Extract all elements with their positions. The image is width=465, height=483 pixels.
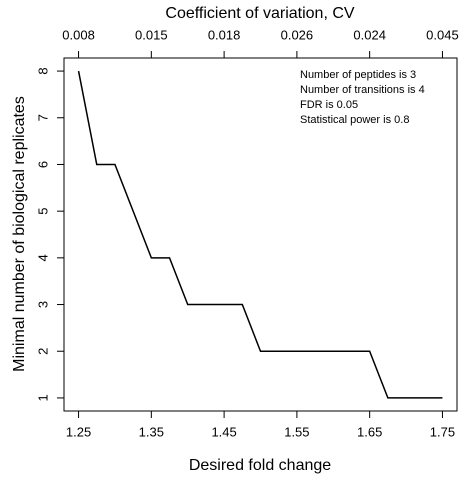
x-tick-label: 1.35 xyxy=(139,424,164,439)
y-tick-label: 6 xyxy=(35,161,50,168)
data-line xyxy=(77,70,443,399)
x-tick-label: 1.55 xyxy=(284,424,309,439)
y-tick-label: 2 xyxy=(35,348,50,355)
annotation: FDR is 0.05 xyxy=(300,99,358,111)
x-tick-label: 1.45 xyxy=(211,424,236,439)
y-tick-label: 4 xyxy=(35,254,50,261)
x2-tick-label: 0.026 xyxy=(281,27,314,42)
annotation: Number of transitions is 4 xyxy=(300,84,425,96)
annotation: Statistical power is 0.8 xyxy=(300,114,409,126)
y-tick-label: 5 xyxy=(35,208,50,215)
x-axis-label: Desired fold change xyxy=(189,457,331,474)
x-tick-label: 1.75 xyxy=(430,424,455,439)
y-tick-label: 8 xyxy=(35,67,50,74)
x2-axis-label: Coefficient of variation, CV xyxy=(165,5,354,22)
y-tick-label: 7 xyxy=(35,114,50,121)
x-tick-label: 1.25 xyxy=(66,424,91,439)
plot-frame xyxy=(63,57,458,412)
x2-tick-label: 0.015 xyxy=(135,27,168,42)
x2-tick-label: 0.018 xyxy=(208,27,241,42)
y-axis-label: Minimal number of biological replicates xyxy=(11,96,28,372)
annotation: Number of peptides is 3 xyxy=(300,69,416,81)
x2-tick-label: 0.024 xyxy=(353,27,386,42)
y-tick-label: 3 xyxy=(35,301,50,308)
y-tick-label: 1 xyxy=(35,394,50,401)
x-tick-label: 1.65 xyxy=(357,424,382,439)
x2-tick-label: 0.008 xyxy=(62,27,95,42)
x2-tick-label: 0.045 xyxy=(426,27,459,42)
